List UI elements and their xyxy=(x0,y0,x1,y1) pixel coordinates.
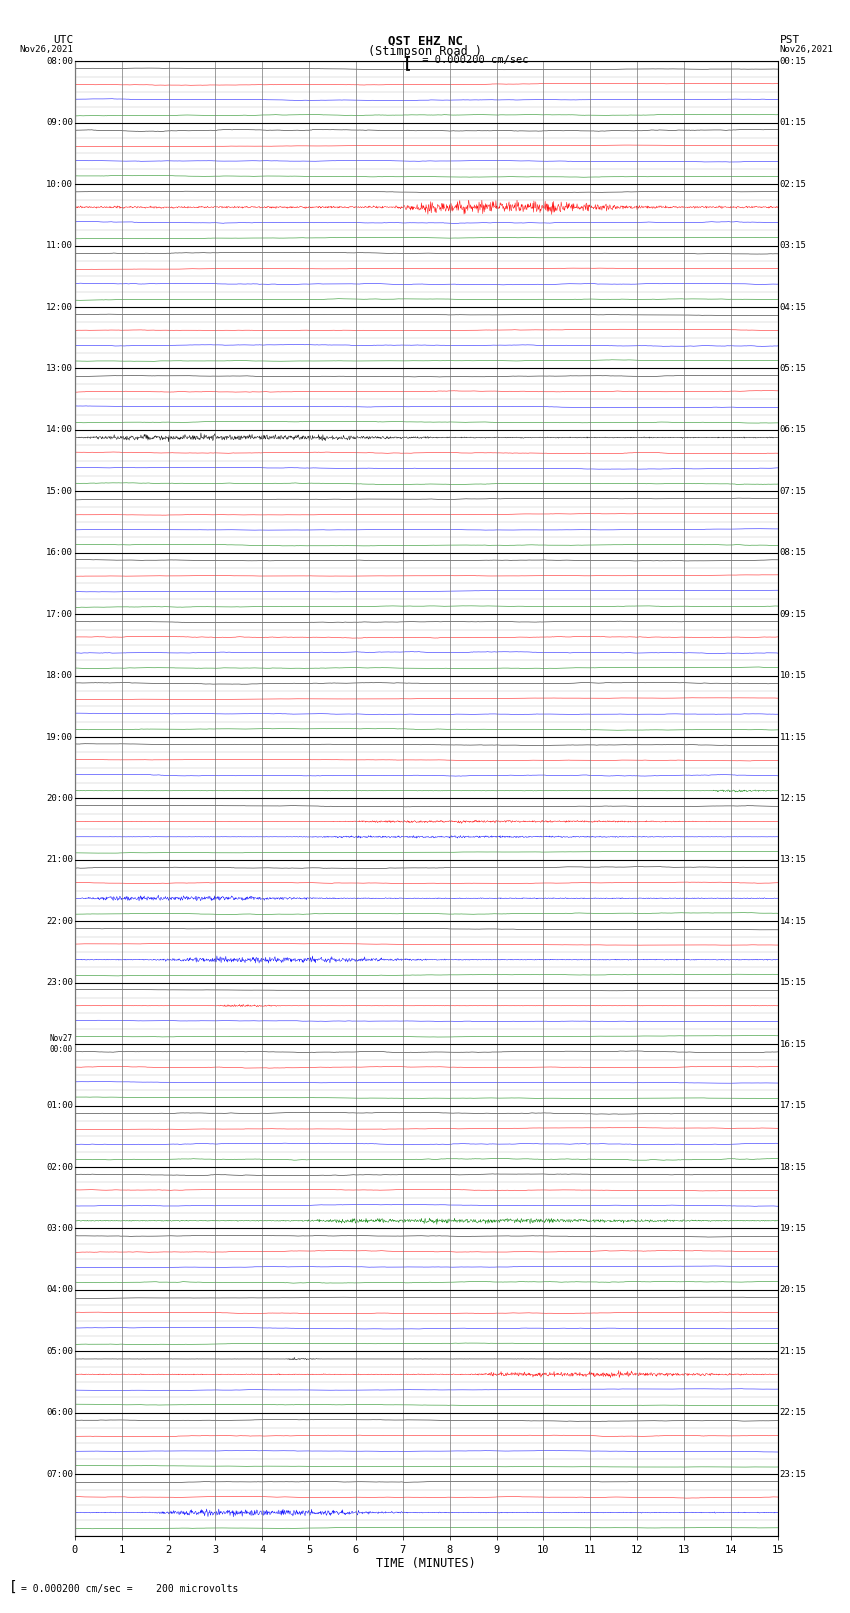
Text: 14:15: 14:15 xyxy=(779,916,807,926)
Text: 04:15: 04:15 xyxy=(779,303,807,311)
Text: 20:00: 20:00 xyxy=(46,794,73,803)
Text: 10:15: 10:15 xyxy=(779,671,807,681)
Text: 08:00: 08:00 xyxy=(46,56,73,66)
Text: 23:00: 23:00 xyxy=(46,977,73,987)
Text: 06:15: 06:15 xyxy=(779,426,807,434)
Text: 11:00: 11:00 xyxy=(46,240,73,250)
Text: 07:00: 07:00 xyxy=(46,1469,73,1479)
Text: 03:15: 03:15 xyxy=(779,240,807,250)
Text: 16:15: 16:15 xyxy=(779,1040,807,1048)
Text: 13:00: 13:00 xyxy=(46,365,73,373)
Text: 21:00: 21:00 xyxy=(46,855,73,865)
Text: 14:00: 14:00 xyxy=(46,426,73,434)
Text: 15:15: 15:15 xyxy=(779,977,807,987)
Text: 01:15: 01:15 xyxy=(779,118,807,127)
Text: 02:00: 02:00 xyxy=(46,1163,73,1171)
Text: 19:15: 19:15 xyxy=(779,1224,807,1232)
Text: Nov26,2021: Nov26,2021 xyxy=(20,45,73,55)
Text: 05:00: 05:00 xyxy=(46,1347,73,1357)
Text: 02:15: 02:15 xyxy=(779,179,807,189)
Text: (Stimpson Road ): (Stimpson Road ) xyxy=(368,45,482,58)
Text: 19:00: 19:00 xyxy=(46,732,73,742)
X-axis label: TIME (MINUTES): TIME (MINUTES) xyxy=(377,1558,476,1571)
Text: UTC: UTC xyxy=(53,35,73,45)
Text: 21:15: 21:15 xyxy=(779,1347,807,1357)
Text: 12:15: 12:15 xyxy=(779,794,807,803)
Text: 09:15: 09:15 xyxy=(779,610,807,619)
Text: 11:15: 11:15 xyxy=(779,732,807,742)
Text: 13:15: 13:15 xyxy=(779,855,807,865)
Text: OST EHZ NC: OST EHZ NC xyxy=(388,35,462,48)
Text: Nov27
00:00: Nov27 00:00 xyxy=(50,1034,73,1053)
Text: = 0.000200 cm/sec: = 0.000200 cm/sec xyxy=(416,55,529,65)
Text: 04:00: 04:00 xyxy=(46,1286,73,1294)
Text: 12:00: 12:00 xyxy=(46,303,73,311)
Text: 01:00: 01:00 xyxy=(46,1102,73,1110)
Text: [: [ xyxy=(403,55,412,69)
Text: 05:15: 05:15 xyxy=(779,365,807,373)
Text: 23:15: 23:15 xyxy=(779,1469,807,1479)
Text: 10:00: 10:00 xyxy=(46,179,73,189)
Text: 15:00: 15:00 xyxy=(46,487,73,495)
Text: 08:15: 08:15 xyxy=(779,548,807,556)
Text: 18:00: 18:00 xyxy=(46,671,73,681)
Text: 09:00: 09:00 xyxy=(46,118,73,127)
Text: 17:15: 17:15 xyxy=(779,1102,807,1110)
Text: 18:15: 18:15 xyxy=(779,1163,807,1171)
Text: 07:15: 07:15 xyxy=(779,487,807,495)
Text: 00:15: 00:15 xyxy=(779,56,807,66)
Text: = 0.000200 cm/sec =    200 microvolts: = 0.000200 cm/sec = 200 microvolts xyxy=(21,1584,239,1594)
Text: 20:15: 20:15 xyxy=(779,1286,807,1294)
Text: 22:00: 22:00 xyxy=(46,916,73,926)
Text: 03:00: 03:00 xyxy=(46,1224,73,1232)
Text: PST: PST xyxy=(779,35,800,45)
Text: 06:00: 06:00 xyxy=(46,1408,73,1418)
Text: 16:00: 16:00 xyxy=(46,548,73,556)
Text: 22:15: 22:15 xyxy=(779,1408,807,1418)
Text: 17:00: 17:00 xyxy=(46,610,73,619)
Text: [: [ xyxy=(8,1579,17,1594)
Text: Nov26,2021: Nov26,2021 xyxy=(779,45,833,55)
